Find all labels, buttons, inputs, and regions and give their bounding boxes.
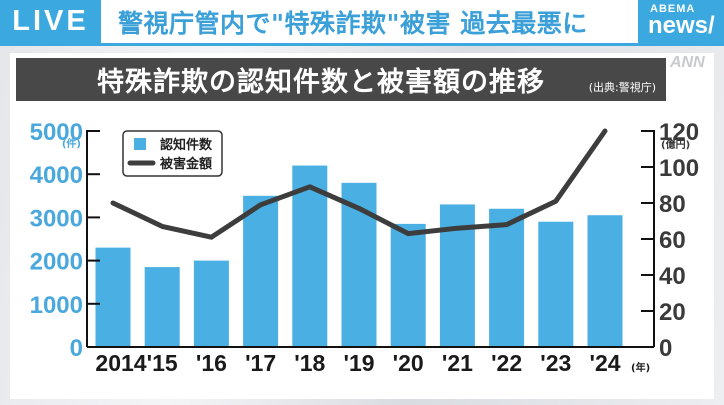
right-tick-label: 100 [659, 155, 699, 182]
x-tick-label: '23 [540, 350, 571, 376]
x-tick-label: 2014 [95, 350, 146, 376]
left-axis-unit: (件) [62, 137, 81, 150]
left-tick-label: 3000 [30, 205, 83, 232]
bar-'16 [193, 260, 229, 347]
right-tick-label: 0 [659, 335, 672, 362]
bar-'18 [292, 165, 328, 347]
left-tick-label: 4000 [30, 162, 83, 189]
left-tick-label: 5000 [30, 119, 83, 146]
x-tick-label: '20 [393, 350, 424, 376]
x-tick-label: '17 [245, 350, 276, 376]
chart-title: 特殊詐欺の認知件数と被害額の推移 [97, 67, 545, 98]
left-tick-label: 1000 [30, 292, 83, 319]
right-tick-label: 40 [659, 263, 686, 290]
brand-logo: ABEMA news/ [638, 0, 724, 43]
chart-title-bar: 特殊詐欺の認知件数と被害額の推移 (出典:警視庁) [16, 58, 666, 101]
x-tick-label: '22 [491, 350, 522, 376]
brand-bottom: news/ [648, 12, 715, 39]
right-tick-label: 120 [659, 119, 699, 146]
left-tick-label: 2000 [30, 249, 83, 276]
damage-amount-line [110, 128, 608, 240]
bar-'22 [489, 208, 525, 347]
right-tick-label: 20 [659, 299, 686, 326]
right-axis-unit: (億円) [661, 138, 690, 151]
left-tick-label: 0 [70, 335, 83, 362]
x-tick-label: '24 [589, 350, 620, 376]
x-tick-label: '21 [442, 350, 473, 376]
bar-'23 [538, 221, 574, 347]
x-tick-label: '16 [196, 350, 227, 376]
bar-'24 [587, 215, 623, 347]
x-tick-label: '18 [294, 350, 325, 376]
right-tick-label: 60 [659, 227, 686, 254]
banner-divider [0, 43, 724, 46]
top-banner [0, 0, 724, 43]
ann-watermark: ANN [670, 54, 705, 71]
bar-2014 [95, 247, 131, 347]
chart-source: (出典:警視庁) [588, 81, 656, 94]
x-tick-label: '15 [147, 350, 178, 376]
brand-top: ABEMA [650, 3, 696, 15]
bar-'20 [390, 223, 426, 347]
x-axis-unit: (年) [631, 361, 650, 374]
right-tick-label: 80 [659, 191, 686, 218]
bar-'17 [243, 195, 279, 347]
live-badge: LIVE [0, 0, 101, 43]
headline: 警視庁管内で"特殊詐欺"被害 過去最悪に [118, 8, 588, 38]
legend-label-count: 認知件数 [160, 137, 213, 153]
legend-label-amount: 被害金額 [159, 156, 212, 172]
bar-'15 [144, 267, 180, 347]
legend-bar-swatch [134, 138, 146, 150]
x-tick-label: '19 [343, 350, 374, 376]
